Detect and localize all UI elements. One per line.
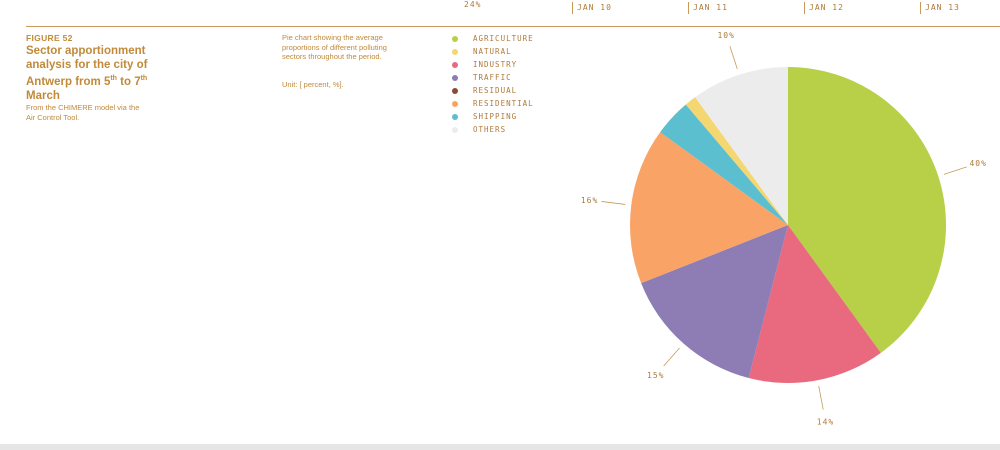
legend-item-industry: INDUSTRY bbox=[452, 58, 534, 71]
leader-line-residential bbox=[601, 201, 626, 205]
pie-slice-natural bbox=[685, 97, 788, 225]
data-label-agriculture: 40% bbox=[969, 159, 986, 168]
date-tick-jan-13: JAN 13 bbox=[920, 2, 960, 14]
sector-pie-chart: 40% 14% 15% 16% 10% bbox=[581, 31, 986, 427]
figure-number: FIGURE 52 bbox=[26, 33, 73, 43]
leader-line-industry bbox=[818, 386, 824, 410]
legend-item-natural: NATURAL bbox=[452, 45, 534, 58]
legend-item-traffic: TRAFFIC bbox=[452, 71, 534, 84]
legend-swatch bbox=[452, 113, 458, 120]
data-label-others: 10% bbox=[717, 31, 734, 40]
header-divider bbox=[26, 26, 1000, 27]
legend-swatch bbox=[452, 61, 458, 68]
chart-description: Pie chart showing the average proportion… bbox=[282, 33, 387, 61]
bottom-band bbox=[0, 444, 1000, 450]
pie-slice-traffic bbox=[641, 225, 788, 379]
legend-swatch bbox=[452, 35, 458, 42]
pie-slice-residential bbox=[630, 132, 788, 284]
legend-item-shipping: SHIPPING bbox=[452, 110, 534, 123]
figure-title: Sector apportionment analysis for the ci… bbox=[26, 45, 148, 102]
axis-tick-percent: 24% bbox=[464, 0, 482, 9]
pie-slice-agriculture bbox=[788, 67, 946, 353]
date-tick-jan-12: JAN 12 bbox=[804, 2, 844, 14]
chart-legend: AGRICULTURE NATURAL INDUSTRY TRAFFIC RES… bbox=[452, 32, 534, 136]
legend-swatch bbox=[452, 48, 458, 55]
figure-source: From the CHIMERE model via the Air Contr… bbox=[26, 103, 140, 122]
legend-swatch bbox=[452, 74, 458, 81]
pie-slice-industry bbox=[748, 225, 881, 384]
leader-line-others bbox=[729, 46, 738, 70]
previous-chart-axis-strip: 24% JAN 10 JAN 11 JAN 12 JAN 13 bbox=[0, 0, 1000, 26]
date-tick-jan-11: JAN 11 bbox=[688, 2, 728, 14]
data-label-residential: 16% bbox=[581, 196, 598, 205]
legend-swatch bbox=[452, 87, 458, 94]
legend-swatch bbox=[452, 126, 458, 133]
leader-line-traffic bbox=[663, 347, 680, 367]
legend-item-residential: RESIDENTIAL bbox=[452, 97, 534, 110]
legend-item-others: OTHERS bbox=[452, 123, 534, 136]
date-tick-jan-10: JAN 10 bbox=[572, 2, 612, 14]
data-label-industry: 14% bbox=[817, 417, 834, 426]
legend-item-residual: RESIDUAL bbox=[452, 84, 534, 97]
pie-slice-shipping bbox=[660, 104, 788, 225]
legend-item-agriculture: AGRICULTURE bbox=[452, 32, 534, 45]
data-label-traffic: 15% bbox=[647, 371, 664, 380]
legend-swatch bbox=[452, 100, 458, 107]
pie-slice-others bbox=[695, 67, 788, 225]
leader-line-agriculture bbox=[943, 166, 967, 175]
chart-unit: Unit: [ percent, %]. bbox=[282, 80, 344, 89]
